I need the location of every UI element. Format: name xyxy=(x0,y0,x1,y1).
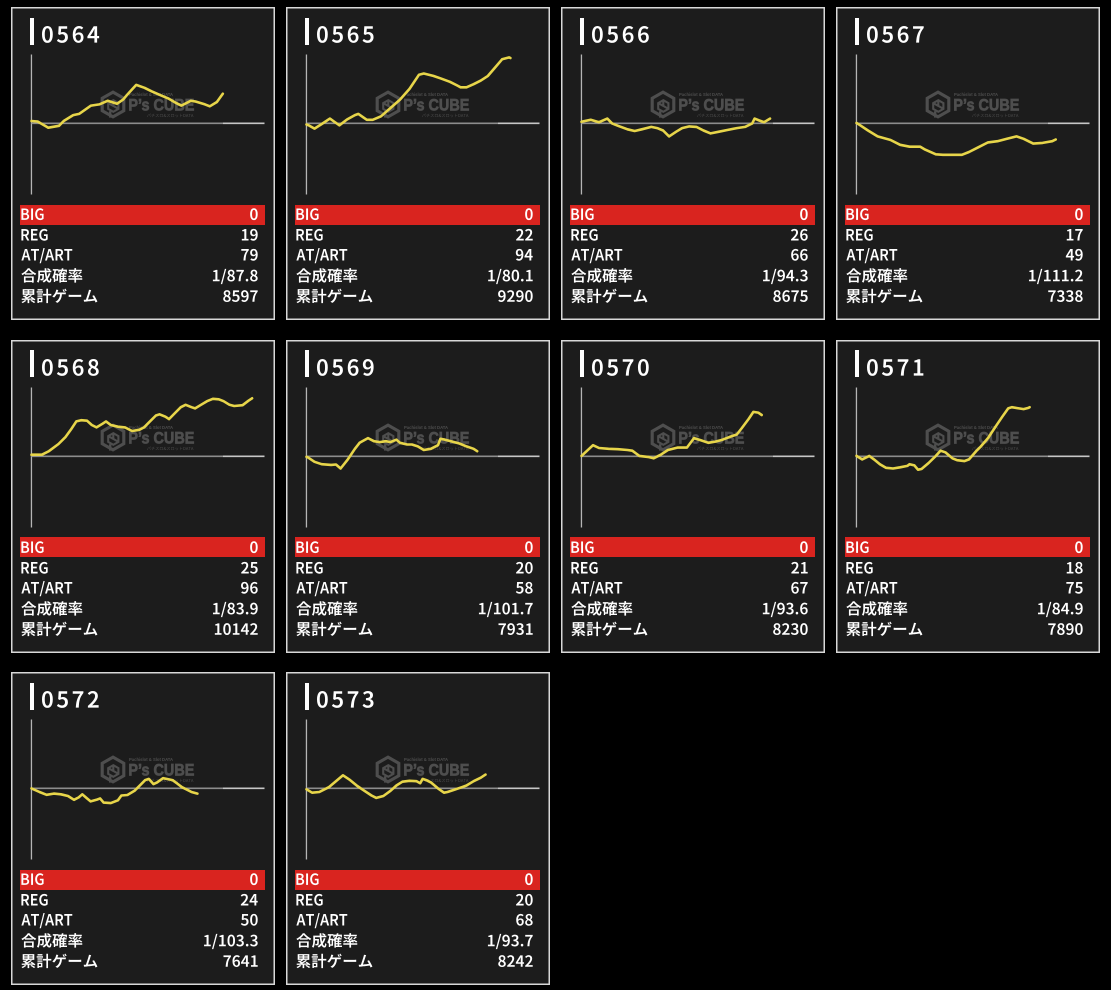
svg-text:P’s CUBE: P’s CUBE xyxy=(403,97,469,115)
svg-text:Pachislot & Slot DATA: Pachislot & Slot DATA xyxy=(954,424,998,429)
svg-text:P’s CUBE: P’s CUBE xyxy=(678,97,744,115)
svg-text:Pachislot & Slot DATA: Pachislot & Slot DATA xyxy=(679,424,723,429)
svg-text:Pachislot & Slot DATA: Pachislot & Slot DATA xyxy=(954,92,998,97)
svg-text:Pachislot & Slot DATA: Pachislot & Slot DATA xyxy=(129,424,173,429)
svg-text:Pachislot & Slot DATA: Pachislot & Slot DATA xyxy=(679,92,723,97)
svg-text:Pachislot & Slot DATA: Pachislot & Slot DATA xyxy=(129,92,173,97)
svg-text:Pachislot & Slot DATA: Pachislot & Slot DATA xyxy=(404,92,448,97)
svg-text:P’s CUBE: P’s CUBE xyxy=(128,429,194,447)
svg-text:Pachislot & Slot DATA: Pachislot & Slot DATA xyxy=(404,424,448,429)
svg-text:P’s CUBE: P’s CUBE xyxy=(403,762,469,780)
svg-text:P’s CUBE: P’s CUBE xyxy=(403,429,469,447)
svg-text:Pachislot & Slot DATA: Pachislot & Slot DATA xyxy=(404,757,448,762)
svg-text:P’s CUBE: P’s CUBE xyxy=(953,97,1019,115)
svg-text:P’s CUBE: P’s CUBE xyxy=(678,429,744,447)
svg-text:P’s CUBE: P’s CUBE xyxy=(128,762,194,780)
svg-text:P’s CUBE: P’s CUBE xyxy=(128,97,194,115)
svg-text:Pachislot & Slot DATA: Pachislot & Slot DATA xyxy=(129,757,173,762)
